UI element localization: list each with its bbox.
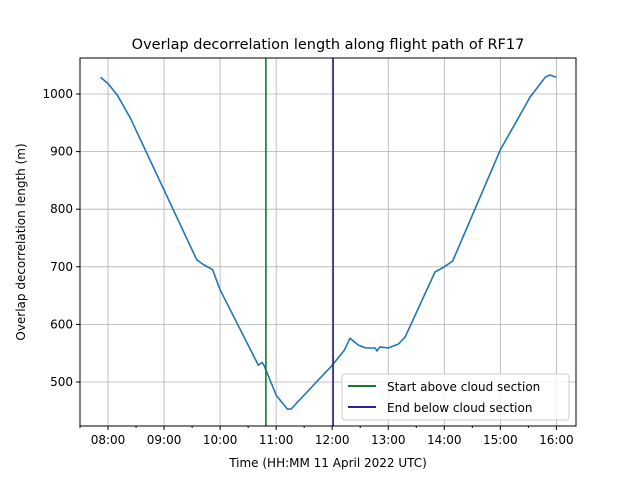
x-tick-label: 11:00 (259, 433, 294, 447)
x-tick-label: 13:00 (371, 433, 406, 447)
x-tick-label: 12:00 (315, 433, 350, 447)
legend-label-end: End below cloud section (387, 401, 532, 415)
y-tick-label: 500 (50, 375, 73, 389)
grid (80, 58, 576, 426)
x-tick-label: 15:00 (483, 433, 518, 447)
legend: Start above cloud section End below clou… (341, 373, 570, 421)
y-axis-label: Overlap decorrelation length (m) (14, 143, 28, 340)
legend-box (341, 373, 570, 421)
y-tick-label: 600 (50, 317, 73, 331)
y-tick-label: 800 (50, 202, 73, 216)
y-tick-label: 1000 (42, 87, 73, 101)
series-line (99, 74, 557, 410)
x-axis-label: Time (HH:MM 11 April 2022 UTC) (228, 456, 427, 470)
y-tick-label: 700 (50, 260, 73, 274)
x-tick-label: 09:00 (147, 433, 182, 447)
x-ticks: 08:00 09:00 10:00 11:00 12:00 13:00 14:00 15:00… (79, 426, 574, 447)
axes-frame (79, 57, 577, 427)
x-tick-label: 14:00 (427, 433, 462, 447)
chart-title: Overlap decorrelation length along fligh… (132, 37, 525, 53)
x-tick-label: 08:00 (91, 433, 126, 447)
plot-area (99, 58, 557, 426)
y-ticks: 500 600 700 800 900 1000 (42, 87, 80, 389)
legend-label-start: Start above cloud section (387, 380, 540, 394)
y-tick-label: 900 (50, 145, 73, 159)
x-tick-label: 10:00 (203, 433, 238, 447)
x-tick-label: 16:00 (539, 433, 574, 447)
